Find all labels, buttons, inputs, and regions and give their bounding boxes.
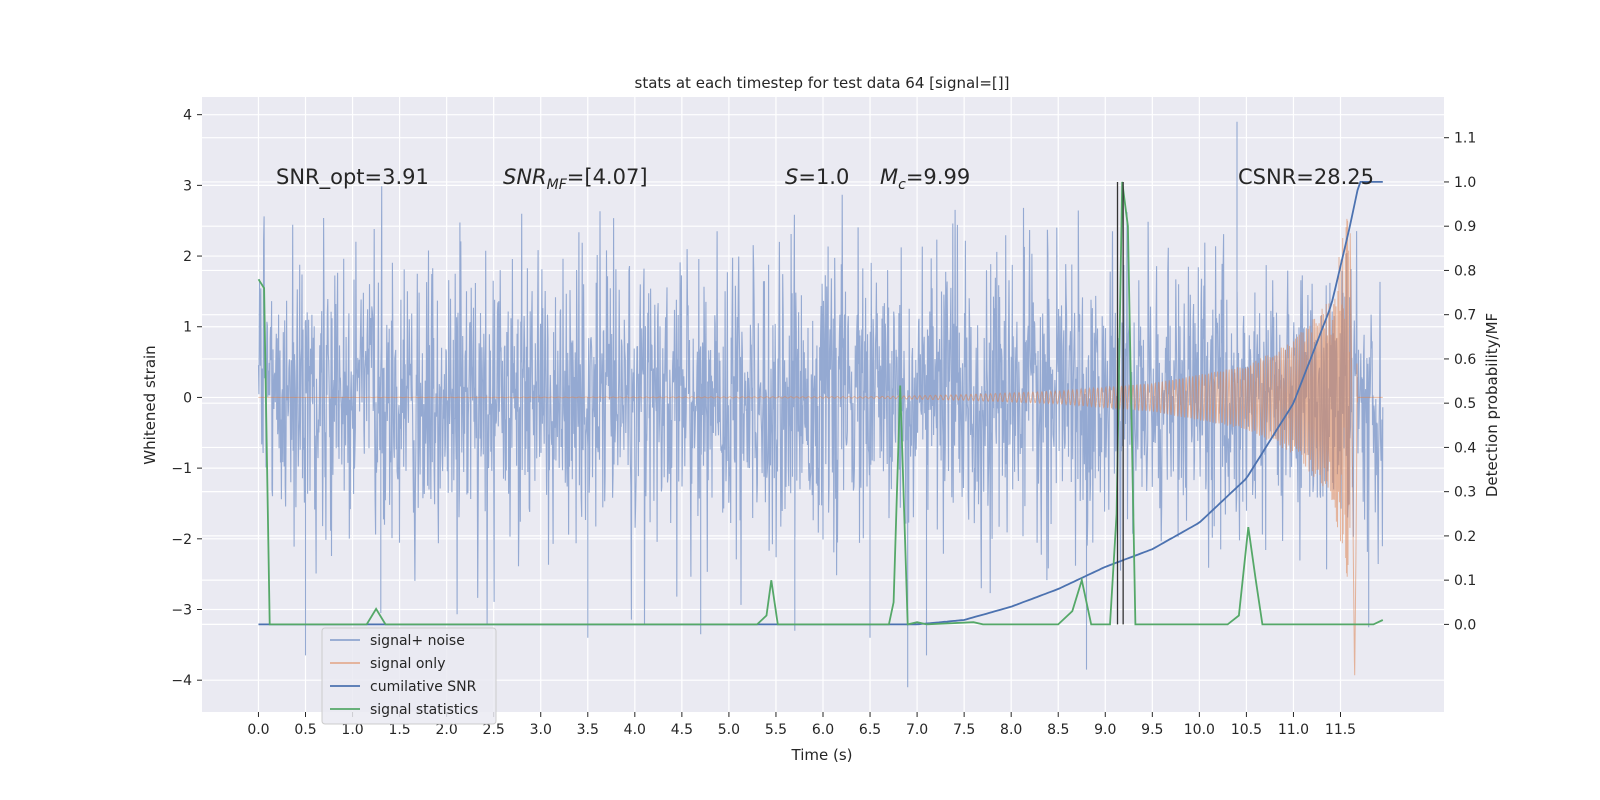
- legend-label-signal-noise: signal+ noise: [370, 633, 465, 649]
- axes: 0.0 0.5 1.0 1.5 2.0 2.5 3.0 3.5 4.0 4.5 5.0 5.5 6.0 6…: [171, 108, 1476, 738]
- y-left-tick-label: 2: [183, 249, 192, 265]
- annotation-snr-opt: SNR_opt=3.91: [276, 165, 429, 190]
- vertical-markers: [1116, 181, 1124, 625]
- y-right-tick-label: 0.6: [1454, 352, 1476, 368]
- y-left-tick-label: −1: [171, 461, 192, 477]
- annotation-mc: Mc=9.99: [880, 165, 970, 193]
- x-tick-label: 4.0: [624, 722, 646, 738]
- x-tick-label: 7.0: [906, 722, 928, 738]
- y-axis-left-label: Whitened strain: [141, 345, 159, 464]
- annotation-snr-mf-sub: MF: [547, 177, 568, 193]
- annotation-mc-rest: =9.99: [906, 165, 970, 189]
- x-axis-label: Time (s): [791, 746, 853, 764]
- y-right-tick-label: 0.1: [1454, 573, 1476, 589]
- x-tick-label: 1.0: [341, 722, 363, 738]
- y-left-tick-label: −3: [171, 603, 192, 619]
- annotation-s: S=1.0: [785, 165, 849, 189]
- legend: signal+ noise signal only cumilative SNR…: [321, 627, 497, 725]
- y-right-tick-label: 0.2: [1454, 529, 1476, 545]
- y-right-tick-label: 0.9: [1454, 219, 1476, 235]
- x-tick-label: 1.5: [388, 722, 410, 738]
- y-axis-right-label: Detection probability/MF: [1483, 313, 1501, 497]
- x-tick-label: 7.5: [953, 722, 975, 738]
- x-tick-label: 2.5: [483, 722, 505, 738]
- x-tick-label: 6.0: [812, 722, 834, 738]
- x-tick-label: 11.5: [1325, 722, 1356, 738]
- legend-label-signal-statistics: signal statistics: [370, 702, 478, 718]
- x-tick-label: 8.5: [1047, 722, 1069, 738]
- series-signal-noise: [257, 121, 1384, 688]
- legend-label-signal-only: signal only: [370, 656, 445, 672]
- y-left-tick-label: −2: [171, 532, 192, 548]
- annotation-mc-sub: c: [898, 177, 906, 193]
- y-right-tick-label: 0.8: [1454, 263, 1476, 279]
- series-signal-only: [258, 218, 1383, 676]
- y-left-tick-label: 1: [183, 320, 192, 336]
- y-right-tick-label: 0.3: [1454, 485, 1476, 501]
- series-layer: [257, 121, 1384, 688]
- x-tick-label: 3.5: [577, 722, 599, 738]
- y-right-tick-label: 0.5: [1454, 396, 1476, 412]
- y-left-tick-label: 0: [183, 390, 192, 406]
- x-tick-label: 10.5: [1231, 722, 1262, 738]
- y-right-tick-label: 0.0: [1454, 617, 1476, 633]
- x-tick-label: 4.5: [671, 722, 693, 738]
- annotation-mc-main: M: [880, 165, 898, 189]
- y-left-tick-label: 4: [183, 108, 192, 124]
- y-right-tick-label: 1.1: [1454, 131, 1476, 147]
- annotation-s-main: S: [785, 165, 798, 189]
- x-tick-label: 0.5: [294, 722, 316, 738]
- annotation-snr-mf-rest: =[4.07]: [567, 165, 648, 189]
- x-tick-label: 2.0: [436, 722, 458, 738]
- annotation-snr-mf: SNRMF=[4.07]: [503, 165, 648, 193]
- x-tick-label: 0.0: [247, 722, 269, 738]
- y-right-tick-label: 0.7: [1454, 308, 1476, 324]
- x-tick-label: 10.0: [1184, 722, 1215, 738]
- series-signal-statistics: [257, 181, 1384, 626]
- x-tick-label: 8.0: [1000, 722, 1022, 738]
- legend-box: [321, 627, 497, 725]
- y-right-tick-label: 0.4: [1454, 440, 1476, 456]
- annotation-snr-mf-main: SNR: [503, 165, 547, 189]
- y-left-tick-label: 3: [183, 178, 192, 194]
- x-tick-label: 9.5: [1141, 722, 1163, 738]
- x-tick-label: 11.0: [1278, 722, 1309, 738]
- chart-title: stats at each timestep for test data 64 …: [635, 74, 1010, 92]
- x-tick-label: 3.0: [530, 722, 552, 738]
- y-left-tick-label: −4: [171, 673, 192, 689]
- x-tick-label: 5.0: [718, 722, 740, 738]
- y-right-tick-label: 1.0: [1454, 175, 1476, 191]
- legend-label-cumulative-snr: cumilative SNR: [370, 679, 477, 695]
- x-tick-label: 6.5: [859, 722, 881, 738]
- annotation-s-rest: =1.0: [798, 165, 849, 189]
- annotation-csnr: CSNR=28.25: [1238, 165, 1374, 189]
- x-tick-label: 9.0: [1094, 722, 1116, 738]
- x-tick-label: 5.5: [765, 722, 787, 738]
